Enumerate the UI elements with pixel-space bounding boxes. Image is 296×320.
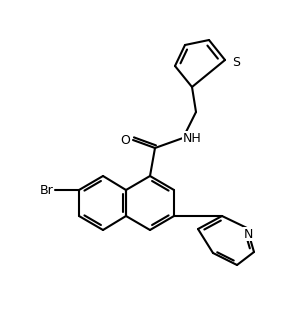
Text: NH: NH: [183, 132, 202, 145]
Text: Br: Br: [39, 183, 53, 196]
Text: O: O: [120, 133, 130, 147]
Text: N: N: [243, 228, 253, 241]
Text: S: S: [232, 55, 240, 68]
